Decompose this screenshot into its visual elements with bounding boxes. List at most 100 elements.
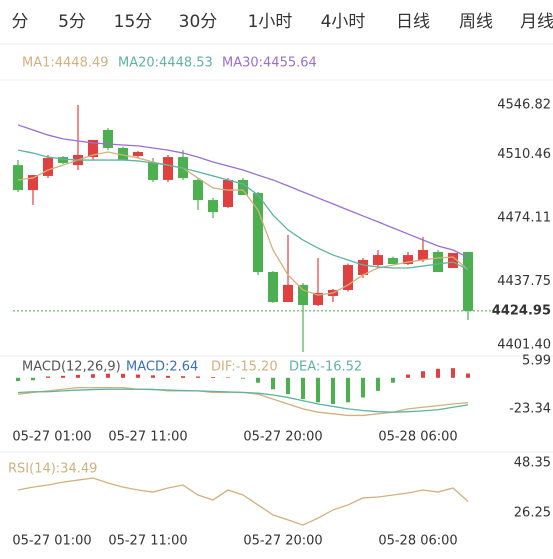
candle-body xyxy=(118,147,128,161)
x-tick-label: 05-28 06:00 xyxy=(378,430,457,445)
candle-body xyxy=(148,163,158,180)
macd-bar xyxy=(241,377,245,379)
y-tick-label: 5.99 xyxy=(522,354,551,369)
tab[interactable]: 日线 xyxy=(396,12,430,32)
macd-bar xyxy=(181,376,185,378)
y-tick-label: 4437.75 xyxy=(497,274,551,289)
y-tick-label: -23.34 xyxy=(509,402,551,417)
tab[interactable]: 15分 xyxy=(114,12,153,32)
indicator-line xyxy=(17,477,469,526)
candle-body xyxy=(28,175,38,191)
indicator-line xyxy=(17,149,469,271)
macd-bar xyxy=(406,374,410,378)
candle-body xyxy=(13,165,23,191)
candle-body xyxy=(283,284,293,303)
candle-body xyxy=(433,251,443,273)
indicator-line xyxy=(17,388,469,413)
y-tick-label: 4401.40 xyxy=(497,338,551,353)
candle-body xyxy=(133,152,143,157)
x-tick-label: 05-27 01:00 xyxy=(12,534,91,549)
candle-body xyxy=(43,157,53,176)
y-tick-label: 4474.11 xyxy=(497,211,551,226)
x-tick-label: 05-28 06:00 xyxy=(378,534,457,549)
macd-bar xyxy=(16,377,20,382)
y-tick-label: 4510.46 xyxy=(497,147,551,162)
macd-bar xyxy=(271,377,275,390)
macd-bar xyxy=(61,375,65,378)
macd-bar xyxy=(376,377,380,391)
candle-body xyxy=(268,272,278,303)
macd-bar xyxy=(196,376,200,378)
macd-bar xyxy=(391,377,395,383)
macd-bar xyxy=(346,377,350,403)
candle-body xyxy=(388,258,398,264)
candle-body xyxy=(373,255,383,266)
legend-entry: DIF:-15.20 xyxy=(211,360,278,375)
y-tick-label: 4546.82 xyxy=(497,98,551,113)
macd-bar xyxy=(31,377,35,381)
macd-bar xyxy=(46,376,50,378)
macd-bar xyxy=(301,377,305,400)
tab[interactable]: 1小时 xyxy=(248,12,293,32)
macd-bar xyxy=(421,371,425,378)
candle-body xyxy=(253,193,263,273)
tab[interactable]: 月线 xyxy=(520,12,553,32)
legend-entry: MA1:4448.49 xyxy=(22,56,109,71)
candle-body xyxy=(463,251,473,311)
macd-bar xyxy=(166,375,170,378)
macd-bar xyxy=(106,373,110,378)
indicator-line xyxy=(17,151,469,296)
candle-body xyxy=(208,200,218,213)
x-tick-label: 05-27 20:00 xyxy=(243,430,322,445)
indicator-title: MACD(12,26,9) xyxy=(22,360,121,375)
y-tick-label: 26.25 xyxy=(514,506,551,521)
legend-entry: RSI(14):34.49 xyxy=(8,462,97,477)
macd-bar xyxy=(151,375,155,378)
candle-body xyxy=(298,284,308,306)
indicator-line xyxy=(17,124,469,258)
candle-body xyxy=(418,249,428,260)
macd-bar xyxy=(466,373,470,378)
x-tick-label: 05-27 01:00 xyxy=(12,430,91,445)
macd-bar xyxy=(136,374,140,378)
candle-body xyxy=(223,179,233,208)
macd-bar xyxy=(211,376,215,378)
candle-body xyxy=(313,292,323,306)
macd-bar xyxy=(91,374,95,378)
y-tick-label: 48.35 xyxy=(514,456,551,471)
macd-bar xyxy=(76,374,80,378)
candle-body xyxy=(58,157,68,164)
legend-entry: MACD:2.64 xyxy=(126,360,198,375)
candle-body xyxy=(448,252,458,268)
legend-entry: MA20:4448.53 xyxy=(118,56,213,71)
candle-body xyxy=(193,179,203,201)
candle-body xyxy=(358,259,368,275)
tab[interactable]: 分 xyxy=(12,12,29,32)
macd-bar xyxy=(451,368,455,378)
macd-bar xyxy=(316,377,320,403)
current-price-label: 4424.95 xyxy=(492,303,551,318)
tab[interactable]: 5分 xyxy=(58,12,86,32)
tab[interactable]: 4小时 xyxy=(321,12,366,32)
macd-bar xyxy=(361,377,365,398)
x-tick-label: 05-27 11:00 xyxy=(108,430,187,445)
macd-bar xyxy=(436,368,440,378)
macd-bar xyxy=(286,377,290,395)
x-tick-label: 05-27 20:00 xyxy=(243,534,322,549)
legend-entry: DEA:-16.52 xyxy=(289,360,362,375)
candle-body xyxy=(238,179,248,195)
tab[interactable]: 周线 xyxy=(459,12,493,32)
x-tick-label: 05-27 11:00 xyxy=(108,534,187,549)
legend-entry: MA30:4455.64 xyxy=(222,56,317,71)
macd-bar xyxy=(331,377,335,404)
macd-bar xyxy=(256,377,260,383)
candle-body xyxy=(163,157,173,180)
candle-body xyxy=(343,265,353,290)
candle-body xyxy=(403,255,413,264)
macd-bar xyxy=(121,373,125,378)
candle-body xyxy=(88,139,98,158)
candle-body xyxy=(103,129,113,148)
tab[interactable]: 30分 xyxy=(179,12,218,32)
